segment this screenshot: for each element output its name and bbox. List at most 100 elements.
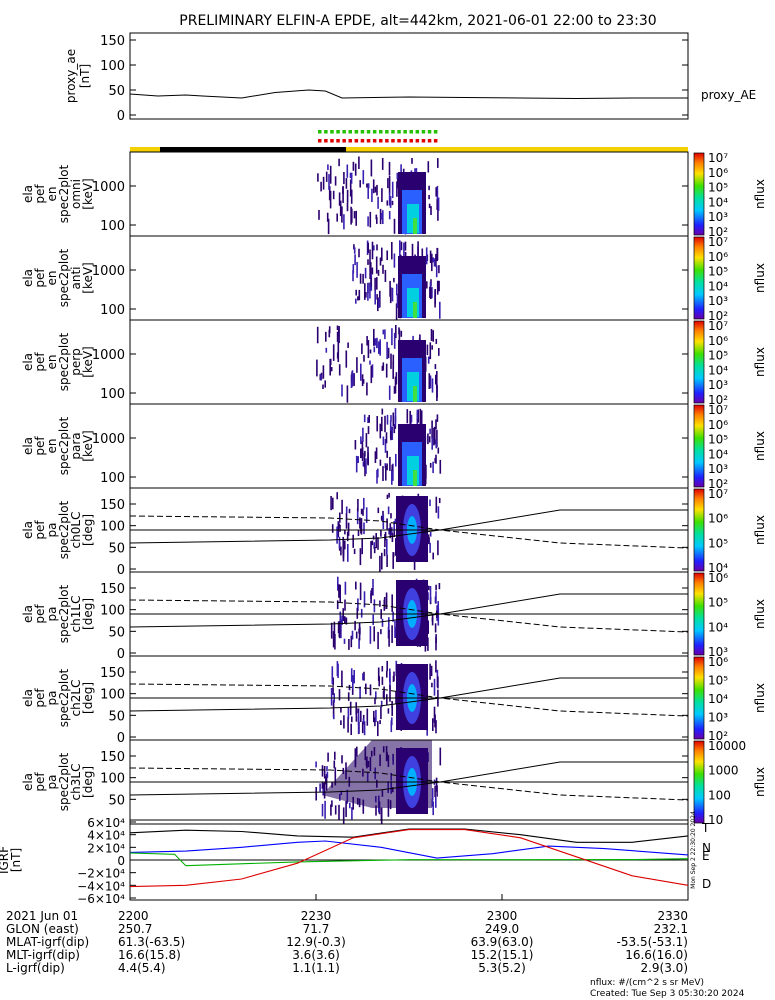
flux-streak	[391, 242, 393, 260]
colorbar-tick-label: 10⁶	[708, 250, 728, 264]
flux-streak	[439, 747, 442, 766]
status-marker-green	[427, 130, 432, 134]
flux-streak	[434, 623, 437, 633]
flux-streak	[339, 619, 342, 637]
panel-ylabel: spec2plot	[57, 248, 71, 307]
flux-streak	[338, 192, 341, 206]
flux-streak	[378, 341, 380, 354]
flux-streak	[370, 159, 373, 177]
flux-streak	[429, 286, 431, 299]
flux-streak	[378, 297, 380, 308]
panel-ylabel: pef	[33, 184, 47, 204]
flux-streak	[377, 507, 380, 514]
status-bar	[130, 130, 688, 152]
flux-streak	[410, 414, 413, 423]
status-marker-red	[342, 139, 346, 143]
flux-streak	[350, 172, 353, 178]
flux-streak	[330, 496, 332, 511]
flux-streak	[324, 800, 326, 819]
loss-cone-solid	[129, 761, 688, 796]
flux-streak	[376, 244, 378, 251]
flux-streak	[437, 601, 439, 617]
flux-streak	[344, 530, 346, 535]
flux-streak	[350, 635, 353, 648]
orbit-row-value: 5.3(5.2)	[478, 961, 526, 975]
igrf-line-E	[129, 852, 689, 867]
colorbar-tick-label: 10⁶	[708, 655, 728, 669]
ytick-label: 150	[100, 498, 125, 513]
flux-streak	[367, 446, 369, 465]
flux-streak	[392, 361, 394, 379]
colorbar	[693, 572, 705, 656]
core-green	[413, 218, 417, 234]
flux-streak	[353, 670, 355, 684]
proxy-ae-panel: 150 100 50 0 proxy_AE proxy_ae [nT]	[64, 32, 756, 124]
flux-streak	[426, 344, 429, 356]
flux-streak	[381, 618, 384, 627]
flux-streak	[435, 634, 437, 644]
ytick-label: 50	[108, 84, 125, 99]
igrf-line-N	[129, 840, 689, 859]
side-stamp: Mon Sep 2 22:30:20 2024	[690, 811, 697, 889]
panel-ylabel: pa	[45, 775, 59, 790]
orbit-row-value: 16.6(15.8)	[118, 948, 181, 962]
flux-streak	[342, 608, 344, 621]
flux-streak	[346, 385, 349, 403]
flux-streak	[366, 708, 369, 726]
colorbar	[693, 320, 705, 404]
flux-streak	[319, 783, 321, 792]
colorbar-tick-label: 10⁴	[708, 692, 728, 706]
proxy-ae-ylabel-1: proxy_ae	[64, 49, 78, 103]
flux-streak	[389, 420, 392, 439]
colorbar-label: nflux	[753, 767, 767, 797]
flux-streak	[356, 607, 359, 619]
flux-streak	[329, 358, 332, 366]
panel-ylabel: ela	[21, 269, 35, 287]
flux-streak	[375, 533, 377, 549]
flux-streak	[367, 426, 370, 435]
flux-streak	[325, 171, 328, 182]
flux-streak	[381, 365, 384, 371]
flux-streak	[338, 620, 341, 639]
flux-streak	[373, 542, 375, 549]
flux-streak	[377, 196, 379, 209]
flux-streak	[367, 183, 369, 199]
flux-streak	[435, 796, 437, 808]
flux-streak	[381, 158, 384, 170]
flux-streak	[362, 379, 365, 384]
status-marker-red	[427, 139, 432, 143]
flux-streak	[429, 250, 432, 263]
ytick-label: −4×10⁴	[77, 879, 125, 893]
flux-streak	[358, 623, 361, 641]
colorbar-tick-label: 10³	[708, 294, 728, 308]
status-marker-red	[336, 139, 340, 143]
igrf-legend-E: E	[702, 849, 710, 863]
status-marker-green	[385, 130, 389, 134]
flux-streak	[421, 248, 424, 261]
flux-streak	[327, 164, 329, 171]
flux-streak	[369, 626, 372, 644]
flux-streak	[380, 529, 382, 537]
ytick-label: 0	[117, 109, 125, 124]
flux-streak	[366, 382, 368, 396]
flux-streak	[438, 280, 440, 292]
flux-streak	[434, 364, 437, 370]
flux-streak	[355, 210, 357, 226]
flux-streak	[436, 414, 439, 422]
flux-streak	[373, 328, 375, 346]
flux-streak	[435, 187, 437, 197]
flux-streak	[365, 683, 367, 695]
flux-streak	[382, 210, 384, 224]
flux-streak	[345, 506, 348, 514]
colorbar-tick-label: 10⁶	[708, 512, 728, 526]
colorbar-tick-label: 10²	[708, 393, 728, 407]
ytick-label: 150	[100, 666, 125, 681]
flux-streak	[434, 785, 436, 798]
flux-streak	[348, 508, 351, 514]
panel-ylabel: ch1LC	[69, 596, 83, 633]
ytick-label: 1000	[92, 264, 125, 279]
flux-streak	[332, 190, 335, 200]
flux-streak	[386, 463, 388, 471]
spectrogram-panel-4: 1000100elapefenspec2plotpara[keV]10⁷10⁶1…	[21, 403, 767, 491]
